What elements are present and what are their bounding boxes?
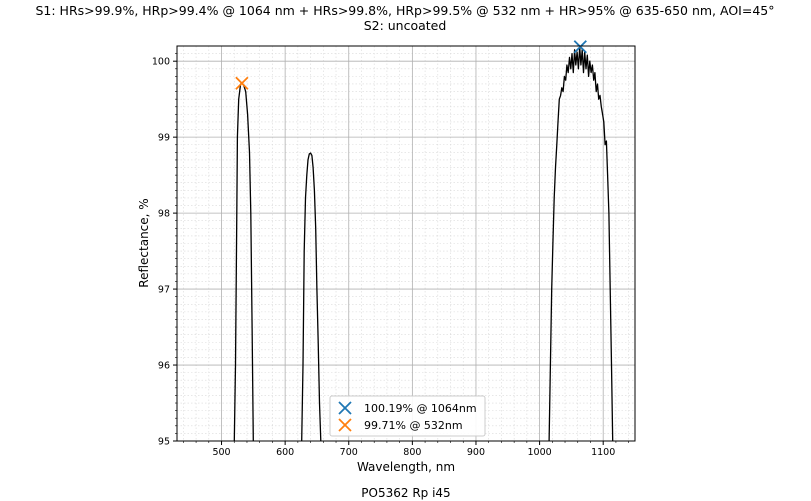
peak-marker-1064 <box>573 40 587 54</box>
reflectance-line-band-2 <box>301 152 322 442</box>
chart-title-line-1: S1: HRs>99.9%, HRp>99.4% @ 1064 nm + HRs… <box>35 3 774 18</box>
x-tick-label: 900 <box>467 447 485 458</box>
legend-entry-1064: 100.19% @ 1064nm <box>364 402 477 415</box>
y-tick-label: 95 <box>158 437 170 448</box>
x-tick-label: 600 <box>276 447 294 458</box>
peak-marker-stroke <box>573 40 587 54</box>
footer-label: PO5362 Rp i45 <box>361 486 450 500</box>
x-tick-label: 500 <box>212 447 230 458</box>
x-tick-label: 1000 <box>527 447 551 458</box>
tick-layer: 500 600 700 800 900 1000 1100 95 96 97 98 99 100 <box>152 53 629 458</box>
legend-marker-1064-icon <box>338 401 352 415</box>
y-tick-label: 98 <box>158 209 170 220</box>
y-tick-label: 99 <box>158 133 170 144</box>
x-tick-label: 700 <box>340 447 358 458</box>
x-tick-label: 800 <box>403 447 421 458</box>
x-axis-label: Wavelength, nm <box>357 460 455 474</box>
peak-marker-stroke <box>235 76 249 90</box>
series-layer <box>233 46 614 442</box>
grid-layer <box>177 46 635 442</box>
legend-box <box>329 395 486 437</box>
x-tick-label: 1100 <box>591 447 615 458</box>
chart-title-line-2: S2: uncoated <box>364 18 447 33</box>
y-tick-label: 96 <box>158 361 170 372</box>
peak-marker-532 <box>235 76 249 90</box>
reflectance-line-band-3 <box>548 46 614 442</box>
marker-layer <box>235 40 587 90</box>
y-tick-label: 100 <box>152 57 170 68</box>
legend-entry-532: 99.71% @ 532nm <box>364 419 463 432</box>
y-tick-label: 97 <box>158 285 170 296</box>
legend: 100.19% @ 1064nm 99.71% @ 532nm <box>329 395 486 437</box>
legend-marker-532-icon <box>338 418 352 432</box>
y-axis-label: Reflectance, % <box>137 198 151 287</box>
